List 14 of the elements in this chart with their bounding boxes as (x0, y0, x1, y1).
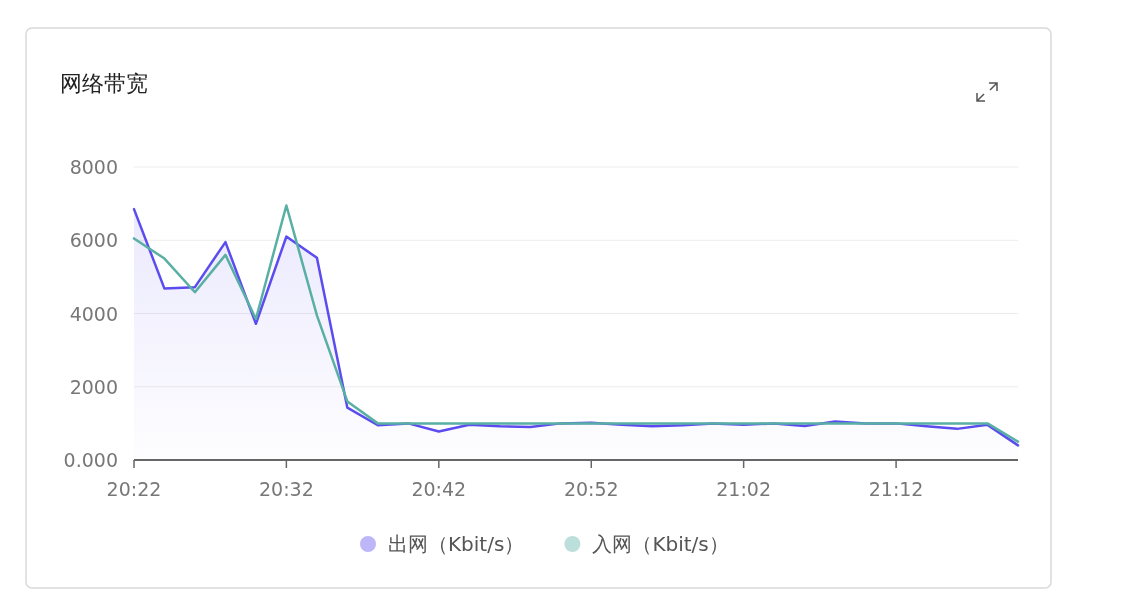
y-tick-label: 6000 (69, 229, 118, 252)
y-tick-label: 4000 (69, 302, 118, 325)
x-tick-label: 20:32 (258, 478, 314, 500)
x-tick-label: 21:02 (716, 478, 772, 500)
x-tick-label: 21:12 (868, 478, 924, 500)
legend-label: 入网（Kbit/s） (592, 532, 729, 556)
chart-title: 网络带宽 (60, 71, 148, 96)
x-tick-label: 20:42 (411, 478, 467, 500)
y-tick-label: 0.000 (63, 449, 118, 471)
x-tick-label: 20:52 (563, 478, 619, 500)
y-tick-label: 2000 (69, 375, 118, 398)
y-tick-label: 8000 (69, 156, 118, 178)
legend-label: 出网（Kbit/s） (388, 532, 525, 556)
x-tick-label: 20:22 (106, 478, 162, 500)
